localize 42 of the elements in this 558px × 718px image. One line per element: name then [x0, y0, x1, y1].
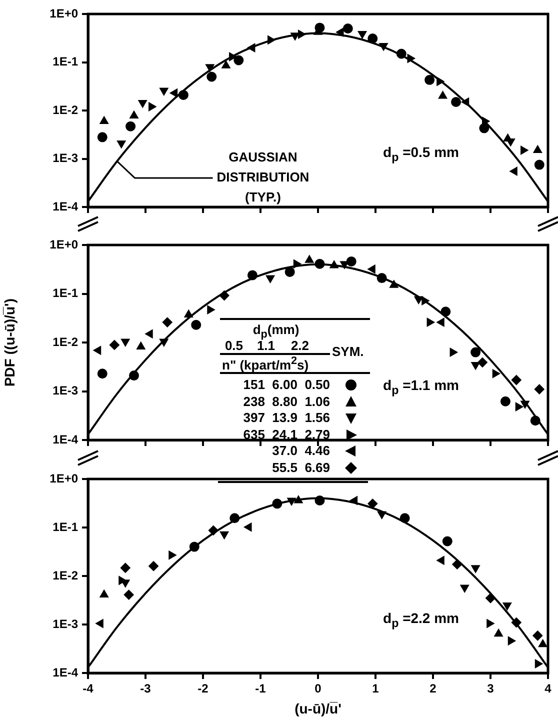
y-tick-label: 1E-1 — [52, 286, 78, 300]
annotation: 1.1 — [256, 338, 276, 353]
y-tick-label: 1E+0 — [50, 6, 78, 20]
y-tick-label: 1E+0 — [50, 471, 78, 486]
y-axis-title: PDF ((u-ū)/u̅') — [1, 298, 18, 387]
y-tick-label: 1E-1 — [52, 520, 78, 534]
y-tick-label: 1E-2 — [52, 334, 78, 349]
y-tick-label: 1E-2 — [52, 568, 78, 582]
text: 37.0 4.46 — [272, 443, 330, 458]
x-tick-label: 3 — [487, 682, 494, 696]
y-tick-label: 1E-3 — [52, 384, 78, 398]
x-axis-title: (u-ū)/u̅' — [294, 700, 342, 716]
x-tick-label: 1 — [372, 682, 380, 696]
annotation: d$_{p}$ =1.1 mm — [383, 376, 460, 396]
x-tick-label: 2 — [430, 682, 437, 696]
annotation: SYM. — [332, 344, 364, 359]
text: 55.5 6.69 — [272, 460, 330, 474]
annotation: 238 8.80 1.06 — [243, 394, 330, 408]
x-tick-label: 0 — [314, 682, 322, 696]
y-tick-label: 1E+0 — [50, 237, 78, 252]
x-tick-label: -4 — [82, 682, 94, 696]
annotation: d$_{p}$(mm) — [252, 322, 300, 341]
annotation: 635 24.1 2.79 — [243, 426, 330, 442]
annotation: 2.2 — [290, 338, 310, 353]
x-tick-label: -3 — [140, 682, 152, 696]
annotation: d$_{p}$ =0.5 mm — [383, 144, 460, 164]
annotation: d$_{p}$ =2.2 mm — [383, 610, 460, 630]
y-tick-label: 1E-1 — [52, 54, 78, 69]
annotation: GAUSSIAN DISTRIBUTION (TYP.) — [216, 150, 310, 205]
y-tick-label: 1E-4 — [52, 199, 78, 214]
annotation: 151 6.00 0.50 — [243, 377, 330, 392]
y-tick-label: 1E-3 — [52, 616, 78, 631]
y-tick-label: 1E-4 — [52, 432, 78, 446]
x-tick-label: 4 — [544, 682, 552, 696]
annotation: 0.5 — [224, 338, 244, 353]
y-tick-label: 1E-2 — [52, 102, 78, 117]
x-tick-label: -2 — [198, 682, 209, 696]
y-tick-label: 1E-4 — [52, 665, 78, 680]
annotation: n" (kpart/m$^{2}$s) — [222, 355, 309, 372]
y-tick-label: 1E-3 — [52, 151, 78, 166]
x-tick-label: -1 — [255, 682, 266, 696]
annotation: 397 13.9 1.56 — [243, 410, 330, 425]
